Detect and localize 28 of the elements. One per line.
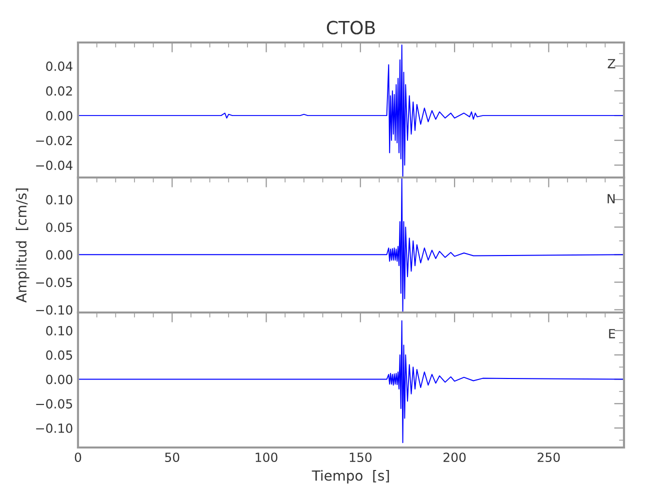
annotation: Z	[608, 59, 616, 68]
chart-title: CTOB	[326, 20, 375, 34]
y-axis-title: Amplitud [cm/s]	[16, 188, 30, 303]
y-tick-label: 0.05	[46, 350, 72, 360]
x-tick-label: 250	[538, 452, 560, 462]
x-tick-label: 100	[256, 452, 278, 462]
y-tick-label: 0.04	[46, 62, 72, 71]
annotation: E	[609, 329, 616, 338]
x-axis-title: Tiempo [s]	[312, 470, 389, 484]
y-tick-label: −0.10	[36, 423, 72, 433]
y-tick-label: −0.05	[36, 278, 72, 288]
x-tick-label: 0	[74, 452, 82, 462]
y-tick-label: 0.05	[46, 222, 72, 232]
y-tick-label: 0.00	[46, 374, 72, 384]
y-tick-label: 0.02	[46, 86, 72, 96]
y-tick-label: −0.05	[36, 399, 72, 409]
y-tick-label: 0.10	[46, 195, 72, 204]
y-tick-label: −0.04	[36, 160, 72, 170]
y-tick-label: −0.02	[36, 136, 72, 146]
annotation: N	[608, 194, 615, 204]
y-tick-label: 0.10	[46, 326, 72, 336]
y-tick-label: −0.10	[36, 305, 72, 315]
x-tick-label: 50	[165, 452, 180, 462]
x-tick-label: 200	[444, 452, 466, 462]
y-tick-label: 0.00	[46, 250, 72, 260]
y-tick-label: 0.00	[46, 111, 72, 120]
x-tick-label: 150	[350, 452, 372, 462]
line-series	[78, 320, 624, 444]
